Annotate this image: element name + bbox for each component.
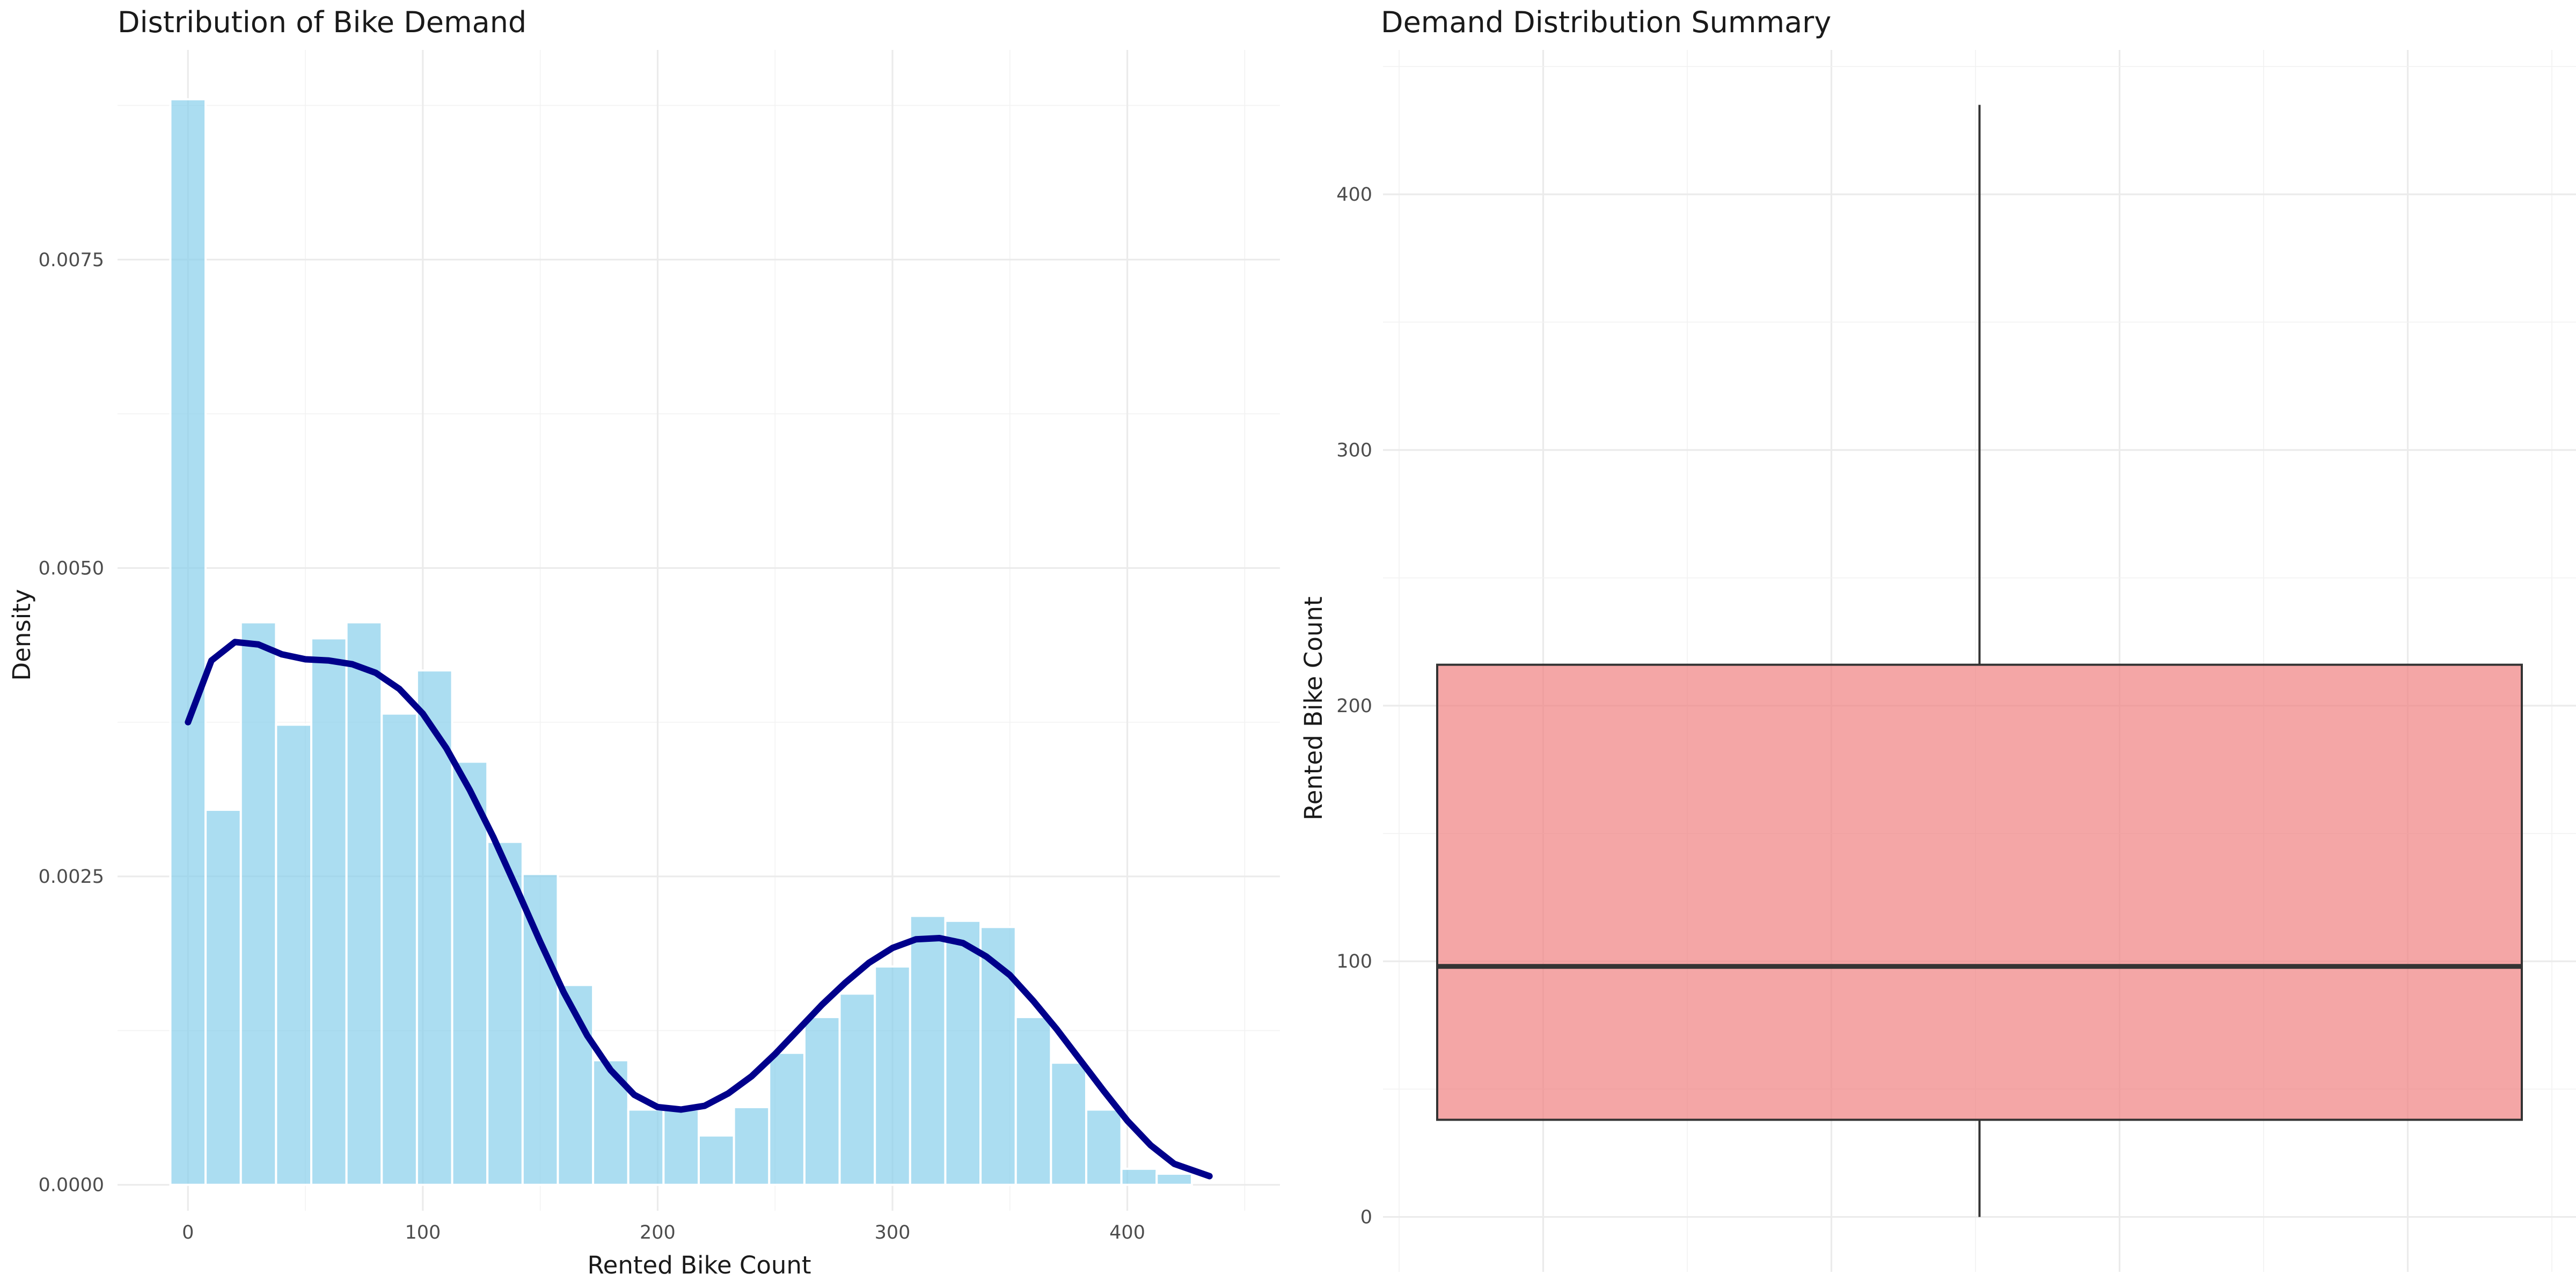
- y-tick-label: 0.0025: [39, 866, 104, 888]
- histogram-bar: [874, 965, 911, 1186]
- histogram-bar: [1014, 1016, 1052, 1186]
- x-tick-label: 100: [405, 1222, 441, 1243]
- histogram-bar: [1085, 1108, 1123, 1186]
- boxplot-title: Demand Distribution Summary: [1381, 5, 1831, 39]
- histogram-bar: [239, 621, 277, 1186]
- y-tick-label: 100: [1336, 951, 1372, 972]
- density-curve: [185, 639, 1213, 1180]
- y-tick-label: 0.0075: [39, 250, 104, 271]
- histogram-bar: [1050, 1062, 1088, 1186]
- histogram-bar: [662, 1108, 700, 1186]
- histogram-bar: [310, 637, 348, 1186]
- histogram-bar: [1120, 1167, 1158, 1186]
- y-tick-label: 0.0000: [39, 1175, 104, 1196]
- histogram-bar: [451, 760, 489, 1186]
- y-tick-label: 0: [1360, 1207, 1372, 1228]
- histogram-y-axis-label: Density: [8, 589, 36, 680]
- histogram-bar: [345, 621, 383, 1186]
- histogram-bars: [169, 98, 1193, 1186]
- histogram-bar: [169, 98, 207, 1186]
- x-tick-label: 300: [875, 1222, 911, 1243]
- y-tick-label: 400: [1336, 184, 1372, 206]
- histogram-x-tick-labels: 0 100 200 300 400: [182, 1222, 1145, 1243]
- boxplot-y-tick-labels: 0 100 200 300 400: [1336, 184, 1372, 1228]
- histogram-bar: [733, 1106, 771, 1186]
- histogram-bar: [944, 919, 982, 1186]
- histogram-bar: [627, 1108, 665, 1186]
- histogram-bar: [204, 808, 242, 1186]
- y-tick-label: 200: [1336, 696, 1372, 717]
- histogram-bar: [275, 723, 313, 1186]
- histogram-bar: [380, 712, 418, 1186]
- histogram-bar: [768, 1051, 806, 1186]
- boxplot-box: [1436, 663, 2523, 1121]
- histogram-x-axis-label: Rented Bike Count: [587, 1251, 811, 1279]
- histogram-panel: Distribution of Bike Demand 0.0000 0.0025…: [8, 5, 1280, 1279]
- histogram-title: Distribution of Bike Demand: [118, 5, 526, 39]
- x-tick-label: 400: [1109, 1222, 1145, 1243]
- histogram-bar: [698, 1134, 735, 1186]
- boxplot-panel: Demand Distribution Summary 0 100 200 300 40…: [1299, 5, 2576, 1272]
- y-tick-label: 300: [1336, 440, 1372, 462]
- histogram-bar: [838, 992, 876, 1186]
- histogram-bar: [803, 1016, 841, 1186]
- histogram-bar: [1155, 1173, 1193, 1186]
- x-tick-label: 0: [182, 1222, 194, 1243]
- x-tick-label: 200: [640, 1222, 676, 1243]
- boxplot-y-axis-label: Rented Bike Count: [1299, 596, 1328, 820]
- histogram-bar: [909, 914, 947, 1186]
- histogram-bar: [486, 840, 524, 1186]
- y-tick-label: 0.0050: [39, 558, 104, 579]
- histogram-y-tick-labels: 0.0000 0.0025 0.0050 0.0075: [39, 250, 104, 1196]
